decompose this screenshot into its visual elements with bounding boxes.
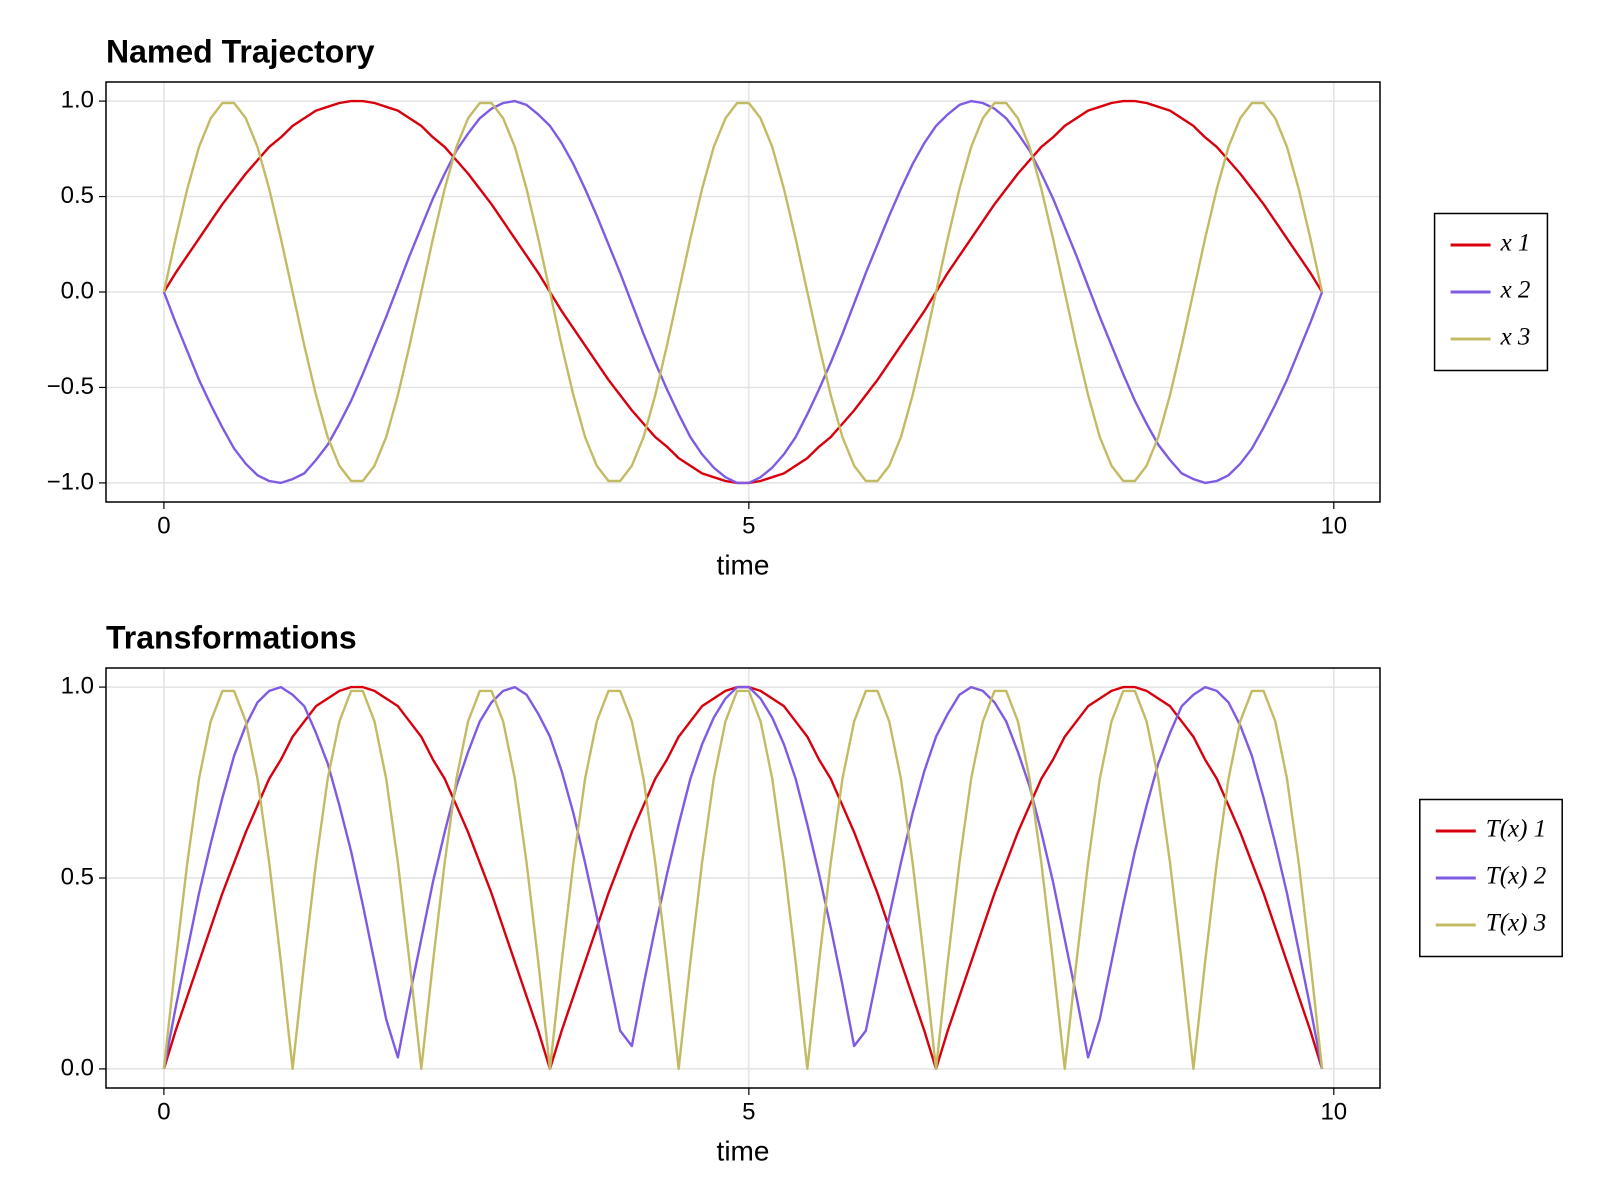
- x-tick-label: 10: [1320, 512, 1347, 539]
- y-tick-label: 1.0: [61, 672, 94, 699]
- y-tick-label: 0.0: [61, 277, 94, 304]
- x-tick-label: 0: [157, 1098, 170, 1125]
- x-tick-label: 5: [742, 512, 755, 539]
- x-tick-label: 0: [157, 512, 170, 539]
- legend-label: T(x) 1: [1486, 816, 1546, 843]
- y-tick-label: 0.5: [61, 182, 94, 209]
- x-axis-label: time: [717, 549, 770, 580]
- legend-label: x 3: [1500, 324, 1531, 351]
- chart-title: Transformations: [106, 619, 357, 655]
- y-tick-label: 1.0: [61, 86, 94, 113]
- y-tick-label: 0.5: [61, 863, 94, 890]
- plot-frame: [105, 667, 1381, 1089]
- series-line: [162, 101, 1324, 483]
- legend-box: [1419, 798, 1563, 958]
- legend-label: T(x) 2: [1486, 863, 1546, 890]
- legend-box: [1433, 212, 1549, 372]
- legend-label: x 2: [1500, 277, 1531, 304]
- y-tick-label: −1.0: [47, 468, 94, 495]
- y-tick-label: −0.5: [47, 373, 94, 400]
- x-tick-label: 10: [1320, 1098, 1347, 1125]
- plot-frame: [105, 81, 1381, 503]
- chart-title: Named Trajectory: [106, 33, 375, 69]
- y-tick-label: 0.0: [61, 1054, 94, 1081]
- x-axis-label: time: [717, 1135, 770, 1166]
- series-line: [162, 689, 1324, 1071]
- series-line: [162, 685, 1324, 1070]
- series-line: [162, 99, 1324, 485]
- legend-label: x 1: [1500, 230, 1531, 257]
- x-tick-label: 5: [742, 1098, 755, 1125]
- legend-label: T(x) 3: [1486, 910, 1546, 937]
